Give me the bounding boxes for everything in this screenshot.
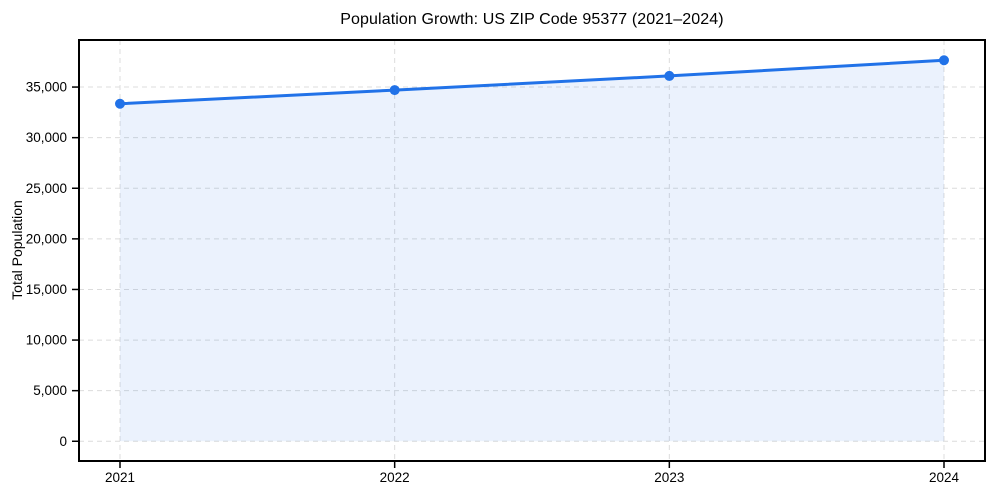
y-axis-label: Total Population [9,200,25,300]
y-tick-label: 30,000 [26,130,67,145]
data-point-2023 [664,70,675,81]
y-tick-label: 20,000 [26,231,67,246]
y-tick-label: 0 [59,434,67,449]
y-tick-label: 35,000 [26,80,67,95]
x-tick-label: 2022 [380,470,410,485]
chart-title: Population Growth: US ZIP Code 95377 (20… [340,11,724,28]
plot-border [78,39,986,462]
series-line [118,58,946,106]
x-tick-label: 2024 [929,470,960,485]
x-tick-label: 2023 [654,470,684,485]
data-point-2021 [115,98,125,109]
data-point-2024 [939,55,949,66]
x-tick-label: 2021 [105,470,135,485]
area-fill [120,60,944,442]
data-point-markers [115,55,949,109]
y-tick-label: 15,000 [26,282,67,297]
y-tick-label: 5,000 [33,383,67,398]
y-tick-label: 25,000 [26,181,67,196]
data-point-2022 [389,85,400,96]
tick-labels: 0 5,000 10,000 15,000 20,000 25,000 30,000 35,0… [26,80,960,485]
y-tick-label: 10,000 [26,333,67,348]
grid-lines [79,40,985,461]
axis-ticks [72,86,945,468]
